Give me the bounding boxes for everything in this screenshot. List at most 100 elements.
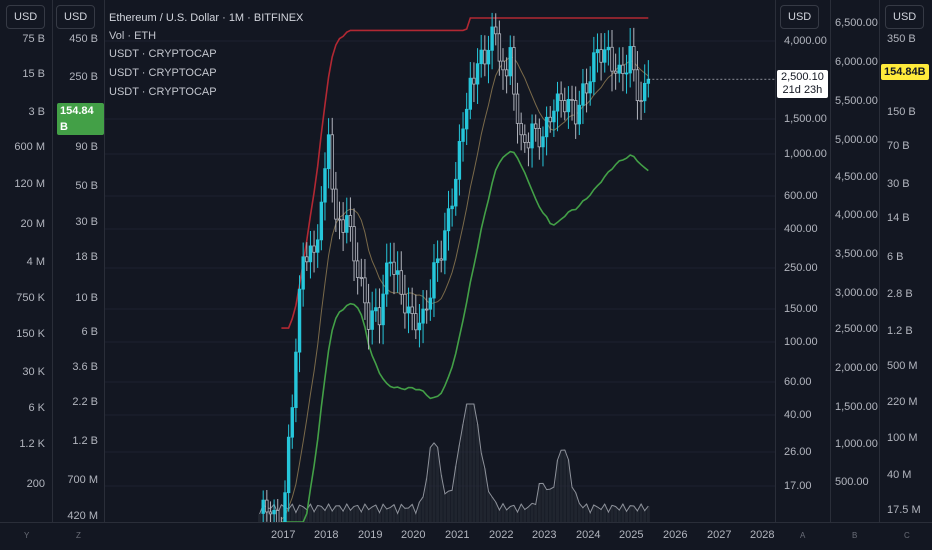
candle-body xyxy=(544,116,549,138)
volume-bar xyxy=(319,506,323,522)
candle xyxy=(617,47,621,83)
candle xyxy=(446,190,451,251)
volume-bar xyxy=(403,508,407,522)
axis-tick-label: 6,500.00 xyxy=(835,17,878,29)
legend-usdt-1[interactable]: USDT · CRYPTOCAP xyxy=(109,48,217,60)
axis-tick-label: 1.2 B xyxy=(72,435,98,447)
axis-y[interactable]: USD 75 B 15 B 3 B 600 M 120 M 20 M 4 M 750 K 150… xyxy=(0,0,52,522)
volume-bar xyxy=(417,502,421,522)
axis-tick-label: 17.5 M xyxy=(887,504,921,516)
volume-bar xyxy=(363,504,367,522)
axis-separator xyxy=(52,0,53,550)
candle xyxy=(454,161,458,216)
chart-grid xyxy=(105,40,775,487)
volume-bar xyxy=(595,507,599,522)
volume-bar xyxy=(516,512,520,522)
volume-bar xyxy=(574,492,578,522)
currency-button-c[interactable]: USD xyxy=(885,5,925,29)
candle-body xyxy=(323,168,327,203)
candle-body xyxy=(432,262,436,299)
axis-tick-label: 150 K xyxy=(16,328,45,340)
candle xyxy=(573,86,578,139)
candle xyxy=(599,33,603,81)
volume-bar xyxy=(396,513,400,522)
axis-b[interactable]: 6,500.00 6,000.00 5,500.00 5,000.00 4,500.00… xyxy=(831,0,879,522)
candle-body xyxy=(613,70,618,74)
currency-button-y[interactable]: USD xyxy=(6,5,46,29)
candle xyxy=(424,290,429,324)
axis-c[interactable]: USD 350 B 150 B 70 B 30 B 14 B 6 B 2.8 B 1.2 B 5… xyxy=(880,0,932,522)
candle-body xyxy=(570,99,574,101)
candle-body xyxy=(635,69,640,101)
candle xyxy=(584,68,589,113)
candle-body xyxy=(519,122,523,136)
candle-body xyxy=(381,293,385,326)
volume-bar xyxy=(501,503,505,522)
candle-body xyxy=(548,116,552,123)
candle xyxy=(490,12,494,70)
candle-body xyxy=(428,297,433,310)
axis-tick-label: 30 B xyxy=(75,216,98,228)
volume-bar xyxy=(374,505,378,522)
axis-tick-label: 3.6 B xyxy=(72,361,98,373)
candle-body xyxy=(555,93,560,112)
candle xyxy=(639,81,643,120)
candle-body xyxy=(348,215,353,227)
currency-button-z[interactable]: USD xyxy=(56,5,96,29)
volume-bar xyxy=(443,493,447,522)
axis-tick-label: 4 M xyxy=(26,256,45,268)
candle-body xyxy=(559,93,563,101)
candle xyxy=(610,29,614,92)
axis-tick-label: 6,000.00 xyxy=(835,56,878,68)
candle-body xyxy=(290,407,294,438)
candle xyxy=(464,92,469,146)
candle xyxy=(595,33,600,73)
axis-tick-label: 5,000.00 xyxy=(835,134,878,146)
upper-band-line xyxy=(281,17,649,329)
volume-bar xyxy=(407,508,411,522)
candle-body xyxy=(435,258,440,264)
candle-body xyxy=(330,134,334,190)
volume-bar xyxy=(454,466,458,522)
candle-body xyxy=(581,83,585,106)
volume-bar xyxy=(483,468,487,522)
legend-usdt-2[interactable]: USDT · CRYPTOCAP xyxy=(109,67,217,79)
corner-a: A xyxy=(800,531,806,540)
axis-tick-label: 20 M xyxy=(20,218,45,230)
axis-tick-label: 200 xyxy=(26,478,45,490)
price-chart[interactable] xyxy=(105,0,775,522)
volume-bar xyxy=(258,514,262,522)
axis-tick-label: 5,500.00 xyxy=(835,95,878,107)
candle xyxy=(635,51,640,120)
axis-tick-label: 70 B xyxy=(887,140,910,152)
candle-body xyxy=(268,511,273,515)
candle xyxy=(559,81,563,118)
legend-volume[interactable]: Vol · ETH xyxy=(109,30,157,42)
candle-body xyxy=(533,123,538,129)
volume-bar xyxy=(486,491,490,522)
candle-body xyxy=(486,49,491,65)
candle xyxy=(475,48,480,104)
candle-body xyxy=(374,307,378,312)
candle xyxy=(432,244,436,318)
volume-bar xyxy=(385,508,389,522)
volume-bar xyxy=(392,504,396,522)
axis-tick-label: 30 K xyxy=(22,366,45,378)
candle-body xyxy=(337,218,342,221)
axis-tick-label: 600.00 xyxy=(784,190,818,202)
currency-button-a[interactable]: USD xyxy=(780,5,820,29)
chart-title[interactable]: Ethereum / U.S. Dollar · 1M · BITFINEX xyxy=(109,12,304,24)
candle xyxy=(512,35,516,111)
axis-tick-label: 3,500.00 xyxy=(835,248,878,260)
candle xyxy=(457,124,462,196)
candle-body xyxy=(552,110,556,123)
axis-z[interactable]: USD 450 B 250 B 90 B 50 B 30 B 18 B 10 B 6 B 3.6… xyxy=(53,0,104,522)
candle xyxy=(552,99,556,137)
candle xyxy=(319,186,324,251)
candle xyxy=(417,303,422,348)
volume-bar xyxy=(577,503,581,522)
candle-body xyxy=(573,100,578,125)
legend-usdt-3[interactable]: USDT · CRYPTOCAP xyxy=(109,86,217,98)
volume-bar xyxy=(552,487,556,522)
time-axis[interactable] xyxy=(0,522,932,550)
